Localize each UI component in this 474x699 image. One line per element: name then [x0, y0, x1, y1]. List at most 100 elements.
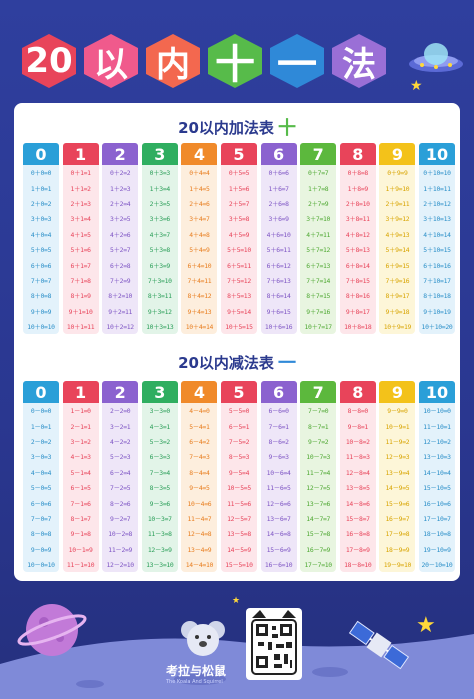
- sub-equation-cell: 9－8=1: [347, 422, 369, 431]
- add-equation-cell: 0＋1=1: [70, 169, 91, 178]
- add-column-body: 0＋2=2 1＋2=3 2＋2=4 3＋2=5 4＋2=6 5＋2=7 6＋2=8 7＋2=9…: [102, 165, 139, 335]
- add-equation-cell: 1＋6=7: [268, 184, 289, 193]
- sub-equation-cell: 12－2=10: [106, 561, 134, 570]
- sub-equation-cell: 17－10=7: [423, 514, 451, 523]
- add-equation-cell: 10＋4=14: [185, 323, 214, 332]
- add-column-header: 8: [339, 143, 376, 165]
- add-equation-cell: 8＋2=10: [108, 292, 133, 301]
- sub-column-8: 8 8－8=0 9－8=1 10－8=2 11－8=3 12－8=4 13－8=5 14－8=…: [339, 381, 376, 573]
- sub-column-header: 7: [300, 381, 337, 403]
- add-equation-cell: 8＋8=16: [345, 292, 370, 301]
- sub-equation-cell: 13－7=6: [306, 499, 331, 508]
- sub-equation-cell: 4－1=3: [70, 453, 91, 462]
- sub-equation-cell: 6－4=2: [189, 437, 210, 446]
- sub-equation-cell: 14－10=4: [423, 468, 451, 477]
- sub-equation-cell: 3－3=0: [149, 407, 171, 416]
- sub-column-body: 0－0=0 1－0=1 2－0=2 3－0=3 4－0=4 5－0=5 6－0=6 7－0=7…: [23, 403, 59, 573]
- sub-equation-cell: 10－6=4: [266, 468, 291, 477]
- planet-icon: [17, 604, 87, 656]
- sub-equation-cell: 16－6=10: [264, 561, 293, 570]
- add-equation-cell: 10＋0=10: [27, 323, 55, 332]
- add-column-body: 0＋1=1 1＋1=2 2＋1=3 3＋1=4 4＋1=5 5＋1=6 6＋1=7 7＋1=8…: [62, 165, 99, 335]
- sub-equation-cell: 15－6=9: [266, 545, 291, 554]
- add-equation-cell: 0＋4=4: [189, 169, 210, 178]
- sub-column-body: 2－2=0 3－2=1 4－2=2 5－2=3 6－2=4 7－2=5 8－2=6 9－2=7…: [102, 403, 139, 573]
- sub-equation-cell: 11－2=9: [108, 545, 133, 554]
- sub-equation-cell: 9－9=0: [387, 407, 408, 416]
- add-equation-cell: 3＋0=3: [30, 215, 52, 224]
- sub-equation-cell: 1－1=0: [70, 407, 91, 416]
- sub-column-1: 1 1－1=0 2－1=1 3－1=2 4－1=3 5－1=4 6－1=5 7－1=6 8－1=…: [62, 381, 99, 573]
- sub-equation-cell: 10－10=0: [423, 407, 451, 416]
- add-column-body: 0＋5=5 1＋5=6 2＋5=7 3＋5=8 4＋5=9 5＋5=10 6＋5=11 7＋5…: [221, 165, 257, 335]
- sub-equation-cell: 13－10=3: [423, 453, 451, 462]
- moon-surface: [0, 634, 474, 699]
- sub-equation-cell: 5－3=2: [149, 437, 171, 446]
- add-equation-cell: 10＋7=17: [304, 323, 332, 332]
- add-equation-cell: 2＋0=2: [30, 199, 52, 208]
- add-equation-cell: 0＋2=2: [110, 169, 131, 178]
- add-equation-cell: 4＋4=8: [189, 230, 210, 239]
- add-equation-cell: 10＋10=20: [421, 323, 453, 332]
- add-column-header: 2: [102, 143, 139, 165]
- add-equation-cell: 5＋9=14: [385, 246, 410, 255]
- add-equation-cell: 6＋1=7: [70, 261, 91, 270]
- add-column-header: 6: [260, 143, 297, 165]
- sub-equation-cell: 11－9=2: [385, 437, 410, 446]
- add-column-header: 10: [419, 143, 455, 165]
- sub-equation-cell: 9－1=8: [70, 530, 91, 539]
- add-equation-cell: 3＋2=5: [110, 215, 131, 224]
- add-equation-cell: 7＋2=9: [110, 276, 131, 285]
- add-equation-cell: 4＋7=11: [306, 230, 331, 239]
- sub-equation-cell: 1－0=1: [30, 422, 52, 431]
- add-equation-cell: 3＋3=6: [149, 215, 171, 224]
- sub-equation-cell: 9－0=9: [30, 545, 52, 554]
- title-char-yi: 以: [80, 32, 142, 90]
- sub-column-4: 4 4－4=0 5－4=1 6－4=2 7－4=3 8－4=4 9－4=5 10－4=6 11－…: [181, 381, 218, 573]
- add-equation-cell: 6＋2=8: [110, 261, 131, 270]
- add-equation-cell: 10＋1=11: [66, 323, 95, 332]
- sub-equation-cell: 4－4=0: [189, 407, 210, 416]
- add-equation-cell: 0＋6=6: [268, 169, 289, 178]
- sub-equation-cell: 12－7=5: [306, 484, 331, 493]
- add-equation-cell: 9＋2=11: [108, 307, 133, 316]
- sub-column-10: 10 10－10=0 11－10=1 12－10=2 13－10=3 14－10=4 15－…: [419, 381, 455, 573]
- sub-equation-cell: 7－7=0: [308, 407, 329, 416]
- sub-equation-cell: 5－2=3: [110, 453, 131, 462]
- add-equation-cell: 8＋5=13: [227, 292, 251, 301]
- satellite-icon: [348, 620, 410, 670]
- sub-equation-cell: 7－3=4: [149, 468, 171, 477]
- subtraction-table: 0 0－0=0 1－0=1 2－0=2 3－0=3 4－0=4 5－0=5 6－0=6 7－0=…: [23, 381, 455, 575]
- add-equation-cell: 10＋5=15: [225, 323, 253, 332]
- title-char-plus: 十: [204, 32, 266, 90]
- sub-column-body: 9－9=0 10－9=1 11－9=2 12－9=3 13－9=4 14－9=5 15－9=…: [379, 403, 416, 573]
- sub-equation-cell: 13－8=5: [345, 484, 370, 493]
- add-equation-cell: 2＋4=6: [189, 199, 210, 208]
- add-equation-cell: 7＋7=14: [306, 276, 331, 285]
- sub-equation-cell: 12－8=4: [345, 468, 370, 477]
- add-equation-cell: 2＋3=5: [149, 199, 171, 208]
- sub-equation-cell: 8－4=4: [189, 468, 210, 477]
- sub-column-body: 7－7=0 8－7=1 9－7=2 10－7=3 11－7=4 12－7=5 13－7=6 1…: [300, 403, 337, 573]
- sub-equation-cell: 9－2=7: [110, 514, 131, 523]
- add-equation-cell: 0＋5=5: [228, 169, 250, 178]
- add-equation-cell: 7＋0=7: [30, 276, 52, 285]
- sub-equation-cell: 16－8=8: [345, 530, 370, 539]
- sub-equation-cell: 11－10=1: [423, 422, 451, 431]
- add-equation-cell: 2＋10=12: [423, 199, 451, 208]
- sub-column-header: 2: [102, 381, 139, 403]
- sub-equation-cell: 13－3=10: [146, 561, 174, 570]
- sub-equation-cell: 10－2=8: [108, 530, 133, 539]
- sub-equation-cell: 8－1=7: [70, 514, 91, 523]
- add-equation-cell: 5＋0=5: [30, 246, 52, 255]
- title-char-fa: 法: [328, 32, 390, 90]
- add-column-body: 0＋3=3 1＋3=4 2＋3=5 3＋3=6 4＋3=7 5＋3=8 6＋3=9 7＋3=1…: [141, 165, 178, 335]
- add-equation-cell: 5＋7=12: [306, 246, 331, 255]
- sub-column-body: 8－8=0 9－8=1 10－8=2 11－8=3 12－8=4 13－8=5 14－8=6…: [339, 403, 376, 573]
- title-char-minus: 一: [266, 32, 328, 90]
- add-equation-cell: 6＋10=16: [423, 261, 451, 270]
- add-column-header: 5: [221, 143, 257, 165]
- add-equation-cell: 8＋6=14: [266, 292, 291, 301]
- add-equation-cell: 4＋5=9: [228, 230, 250, 239]
- add-equation-cell: 10＋8=18: [344, 323, 372, 332]
